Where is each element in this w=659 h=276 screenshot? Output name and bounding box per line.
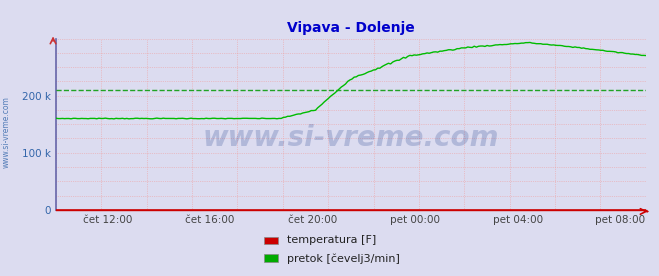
- Text: www.si-vreme.com: www.si-vreme.com: [203, 124, 499, 152]
- Text: pretok [čevelj3/min]: pretok [čevelj3/min]: [287, 253, 399, 264]
- Title: Vipava - Dolenje: Vipava - Dolenje: [287, 21, 415, 35]
- Text: temperatura [F]: temperatura [F]: [287, 235, 376, 245]
- Text: www.si-vreme.com: www.si-vreme.com: [2, 97, 11, 168]
